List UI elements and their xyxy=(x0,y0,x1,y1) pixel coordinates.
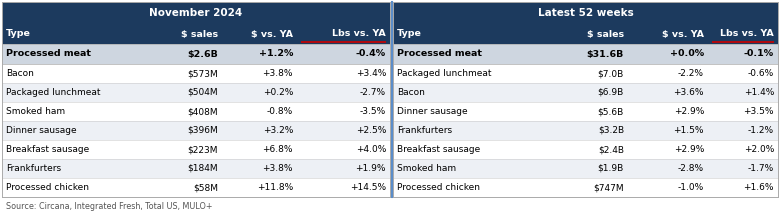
Bar xyxy=(393,178,778,197)
Text: +6.8%: +6.8% xyxy=(263,145,293,154)
Text: +3.2%: +3.2% xyxy=(263,126,293,135)
Text: Latest 52 weeks: Latest 52 weeks xyxy=(537,8,633,18)
Text: Lbs vs. YA: Lbs vs. YA xyxy=(720,30,774,38)
Bar xyxy=(2,64,390,83)
Text: -2.8%: -2.8% xyxy=(678,164,704,173)
Text: $58M: $58M xyxy=(193,183,218,192)
Text: +1.4%: +1.4% xyxy=(743,88,774,97)
Text: +3.8%: +3.8% xyxy=(263,164,293,173)
Text: -1.2%: -1.2% xyxy=(748,126,774,135)
Text: $3.2B: $3.2B xyxy=(598,126,624,135)
Text: +1.2%: +1.2% xyxy=(259,49,293,59)
Text: Smoked ham: Smoked ham xyxy=(397,164,456,173)
Text: -0.8%: -0.8% xyxy=(267,107,293,116)
Text: Bacon: Bacon xyxy=(6,69,34,78)
Bar xyxy=(2,121,390,140)
Bar xyxy=(2,140,390,159)
Text: +14.5%: +14.5% xyxy=(350,183,386,192)
Text: $ sales: $ sales xyxy=(181,30,218,38)
Text: +3.6%: +3.6% xyxy=(673,88,704,97)
Text: Processed chicken: Processed chicken xyxy=(397,183,480,192)
Text: +2.5%: +2.5% xyxy=(356,126,386,135)
Text: +1.6%: +1.6% xyxy=(743,183,774,192)
Text: Processed meat: Processed meat xyxy=(397,49,482,59)
Text: $ vs. YA: $ vs. YA xyxy=(251,30,293,38)
Bar xyxy=(393,44,778,64)
Bar xyxy=(393,140,778,159)
Text: +3.8%: +3.8% xyxy=(263,69,293,78)
Bar xyxy=(393,64,778,83)
Text: +0.0%: +0.0% xyxy=(670,49,704,59)
Text: Processed meat: Processed meat xyxy=(6,49,91,59)
Text: November 2024: November 2024 xyxy=(150,8,243,18)
Text: +4.0%: +4.0% xyxy=(356,145,386,154)
Bar xyxy=(393,83,778,102)
Text: $2.4B: $2.4B xyxy=(598,145,624,154)
Bar xyxy=(2,102,390,121)
Text: $184M: $184M xyxy=(187,164,218,173)
Text: Frankfurters: Frankfurters xyxy=(6,164,61,173)
Text: Source: Circana, Integrated Fresh, Total US, MULO+: Source: Circana, Integrated Fresh, Total… xyxy=(6,202,212,211)
Bar xyxy=(393,159,778,178)
Text: -2.2%: -2.2% xyxy=(678,69,704,78)
Text: Lbs vs. YA: Lbs vs. YA xyxy=(332,30,386,38)
Text: Dinner sausage: Dinner sausage xyxy=(397,107,468,116)
Bar xyxy=(393,2,778,24)
Bar xyxy=(2,159,390,178)
Bar xyxy=(393,121,778,140)
Text: -0.4%: -0.4% xyxy=(356,49,386,59)
Text: $2.6B: $2.6B xyxy=(187,49,218,59)
Text: +2.9%: +2.9% xyxy=(674,107,704,116)
Text: +3.5%: +3.5% xyxy=(743,107,774,116)
Text: $ vs. YA: $ vs. YA xyxy=(662,30,704,38)
Text: -2.7%: -2.7% xyxy=(360,88,386,97)
Text: $573M: $573M xyxy=(187,69,218,78)
Text: +1.5%: +1.5% xyxy=(673,126,704,135)
Text: Packaged lunchmeat: Packaged lunchmeat xyxy=(397,69,491,78)
Bar xyxy=(393,24,778,44)
Text: Breakfast sausage: Breakfast sausage xyxy=(397,145,480,154)
Text: Type: Type xyxy=(6,30,31,38)
Text: -1.7%: -1.7% xyxy=(748,164,774,173)
Text: $747M: $747M xyxy=(594,183,624,192)
Bar xyxy=(2,83,390,102)
Text: +2.0%: +2.0% xyxy=(743,145,774,154)
Text: Breakfast sausage: Breakfast sausage xyxy=(6,145,89,154)
Text: -0.6%: -0.6% xyxy=(748,69,774,78)
Text: Processed chicken: Processed chicken xyxy=(6,183,89,192)
Text: +0.2%: +0.2% xyxy=(263,88,293,97)
Text: $ sales: $ sales xyxy=(587,30,624,38)
Text: +11.8%: +11.8% xyxy=(257,183,293,192)
Bar xyxy=(393,102,778,121)
Text: +3.4%: +3.4% xyxy=(356,69,386,78)
Text: -1.0%: -1.0% xyxy=(678,183,704,192)
Bar xyxy=(2,44,390,64)
Bar xyxy=(2,24,390,44)
Text: $408M: $408M xyxy=(187,107,218,116)
Bar xyxy=(2,2,390,24)
Text: $504M: $504M xyxy=(187,88,218,97)
Text: Dinner sausage: Dinner sausage xyxy=(6,126,76,135)
Text: $7.0B: $7.0B xyxy=(597,69,624,78)
Text: $396M: $396M xyxy=(187,126,218,135)
Text: Type: Type xyxy=(397,30,422,38)
Text: $5.6B: $5.6B xyxy=(597,107,624,116)
Text: -3.5%: -3.5% xyxy=(360,107,386,116)
Text: Frankfurters: Frankfurters xyxy=(397,126,452,135)
Text: $223M: $223M xyxy=(187,145,218,154)
Text: -0.1%: -0.1% xyxy=(744,49,774,59)
Text: Packaged lunchmeat: Packaged lunchmeat xyxy=(6,88,101,97)
Text: Smoked ham: Smoked ham xyxy=(6,107,65,116)
Bar xyxy=(2,178,390,197)
Text: $31.6B: $31.6B xyxy=(587,49,624,59)
Text: $6.9B: $6.9B xyxy=(597,88,624,97)
Text: Bacon: Bacon xyxy=(397,88,425,97)
Text: $1.9B: $1.9B xyxy=(597,164,624,173)
Text: +1.9%: +1.9% xyxy=(356,164,386,173)
Text: +2.9%: +2.9% xyxy=(674,145,704,154)
